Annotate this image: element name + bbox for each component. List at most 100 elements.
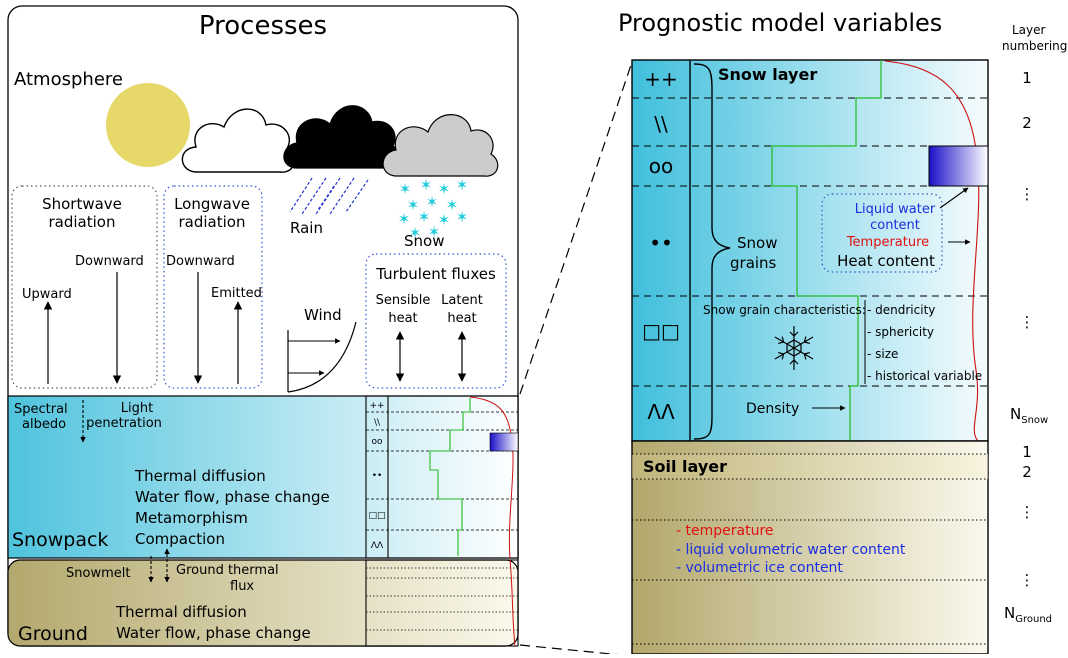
layer-number-soil-dots-2: ⋮ — [1020, 571, 1035, 589]
liquid-water-arrow — [939, 187, 969, 209]
wind-profile — [287, 321, 357, 393]
green-profile — [771, 60, 882, 441]
grain-char-1: - dendricity — [867, 303, 935, 317]
liquid-water-label-2: content — [870, 218, 920, 233]
mini-grain-1: ++ — [369, 401, 384, 411]
grey-cloud-icon — [382, 114, 499, 177]
atmosphere-label: Atmosphere — [14, 69, 123, 90]
longwave-label-1: Longwave — [174, 195, 250, 213]
snow-grains-brace — [693, 63, 731, 440]
grain-symbol-4: •• — [649, 231, 673, 255]
snow-process-3: Metamorphism — [135, 509, 248, 527]
svg-text:✶: ✶ — [407, 196, 420, 214]
soil-layer-title: Soil layer — [643, 457, 727, 476]
ground-label: Ground — [18, 623, 88, 645]
snowpack-label: Snowpack — [12, 529, 108, 551]
red-profile — [884, 60, 980, 442]
svg-text:✶: ✶ — [456, 208, 469, 226]
grain-symbol-2: \\ — [654, 112, 668, 136]
mini-grain-6: ΛΛ — [371, 541, 384, 551]
mini-grain-3: oo — [371, 437, 383, 447]
layer-number-snow-1: 1 — [1022, 69, 1032, 87]
sensible-label-2: heat — [388, 311, 417, 326]
mini-layer-column — [365, 395, 519, 559]
longwave-label-2: radiation — [179, 213, 246, 231]
spectral-albedo-2: albedo — [22, 417, 66, 432]
upward-label: Upward — [22, 287, 72, 302]
latent-label-1: Latent — [441, 293, 483, 308]
white-cloud-icon — [181, 108, 295, 173]
n-ground-label: NGround — [1004, 604, 1052, 625]
grain-symbols: ++ \\ oo •• □□ ΛΛ — [642, 67, 680, 424]
shortwave-box — [11, 185, 158, 389]
snow-layer-title: Snow layer — [718, 65, 817, 84]
light-penetration-2: penetration — [86, 416, 162, 431]
mini-grain-symbols: ++ \\ oo •• □□ ΛΛ — [368, 401, 385, 551]
layer-number-snow-dots-1: ⋮ — [1020, 185, 1035, 203]
ground-process-2: Water flow, phase change — [116, 624, 311, 642]
ground-process-1: Thermal diffusion — [115, 603, 247, 621]
sun-icon — [106, 83, 190, 167]
svg-text:✶: ✶ — [438, 211, 451, 229]
layer-number-soil-dots-1: ⋮ — [1020, 503, 1035, 521]
variables-title: Prognostic model variables — [618, 9, 942, 37]
layer-number-soil-2: 2 — [1022, 463, 1032, 481]
layer-numbers: 1 2 ⋮ ⋮ 1 2 ⋮ ⋮ — [1020, 69, 1035, 589]
ground-flux-1: Ground thermal — [176, 563, 279, 578]
snow-process-2: Water flow, phase change — [135, 488, 330, 506]
emitted-label: Emitted — [211, 286, 262, 301]
shortwave-label-1: Shortwave — [42, 195, 122, 213]
processes-title: Processes — [199, 11, 327, 41]
svg-text:✶: ✶ — [428, 223, 441, 241]
snowflakes-icon: ✶ ✶ ✶ ✶ ✶ ✶ ✶ ✶ ✶ ✶ ✶ ✶✶ — [398, 176, 469, 242]
soil-var-2: - liquid volumetric water content — [676, 542, 906, 558]
mini-soil-column — [365, 559, 519, 647]
layer-number-soil-1: 1 — [1022, 443, 1032, 461]
snowmelt-label: Snowmelt — [66, 566, 130, 581]
wind-label: Wind — [304, 306, 342, 324]
mini-blue-box — [489, 432, 519, 452]
grain-char-4: - historical variable — [867, 369, 982, 383]
snow-process-4: Compaction — [135, 530, 225, 548]
liquid-water-label-1: Liquid water — [855, 202, 936, 217]
mini-grain-5: □□ — [368, 511, 385, 521]
rain-drops-icon — [289, 177, 369, 215]
svg-text:✶: ✶ — [420, 176, 433, 194]
latent-label-2: heat — [447, 311, 476, 326]
soil-var-3: - volumetric ice content — [676, 560, 843, 576]
soil-var-1: - temperature — [676, 523, 774, 539]
mini-grain-2: \\ — [374, 418, 381, 428]
downward-lw-label: Downward — [166, 254, 235, 269]
snow-grains-label-2: grains — [730, 254, 777, 272]
ground-flux-2: flux — [230, 579, 254, 594]
shortwave-label-2: radiation — [49, 213, 116, 231]
n-snow-label: NSnow — [1010, 405, 1048, 426]
soil-layer-header — [632, 454, 988, 479]
svg-text:✶: ✶ — [446, 196, 459, 214]
snow-label: Snow — [404, 232, 444, 250]
density-label: Density — [746, 401, 799, 417]
snow-layer-block — [631, 59, 989, 442]
light-penetration-1: Light — [121, 401, 153, 416]
zoom-connector-top — [519, 61, 633, 395]
layer-number-snow-2: 2 — [1022, 114, 1032, 132]
svg-text:✶: ✶ — [456, 176, 469, 194]
heat-content-label: Heat content — [837, 252, 935, 270]
svg-text:✶: ✶ — [426, 193, 439, 211]
mini-green-profile — [429, 398, 471, 556]
longwave-box — [163, 185, 263, 389]
svg-text:✶: ✶ — [438, 180, 451, 198]
grain-symbol-6: ΛΛ — [647, 400, 675, 424]
svg-text:✶: ✶ — [398, 210, 411, 228]
turbulent-label: Turbulent fluxes — [375, 265, 496, 283]
mini-grain-4: •• — [372, 471, 383, 481]
black-cloud-icon — [283, 105, 401, 169]
zoom-connector-bottom — [519, 644, 633, 657]
snow-grains-label-1: Snow — [737, 234, 777, 252]
grain-char-3: - size — [867, 347, 898, 361]
layer-numbering-1: Layer — [1012, 23, 1046, 37]
svg-text:✶: ✶ — [409, 224, 422, 242]
grain-symbol-3: oo — [649, 154, 673, 178]
